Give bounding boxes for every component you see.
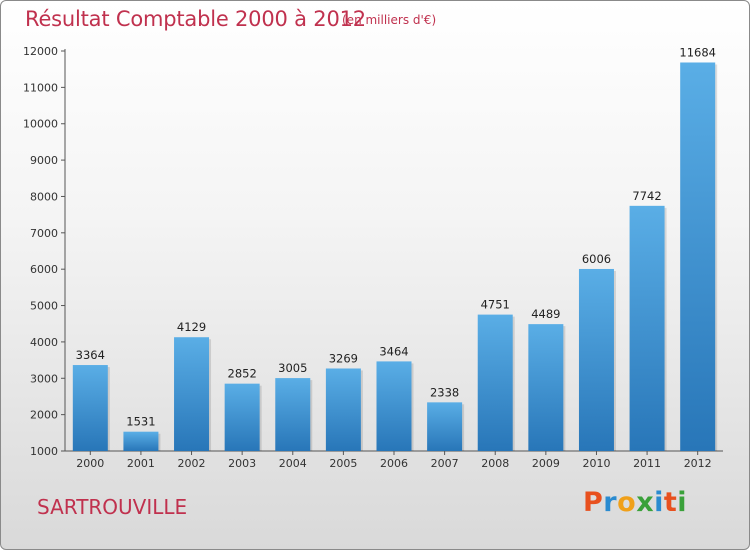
y-tick-label: 1000 [30, 445, 58, 458]
y-tick-label: 11000 [23, 81, 58, 94]
bar-value-label: 11684 [679, 45, 716, 59]
bar [174, 337, 210, 451]
x-tick-label: 2002 [178, 457, 206, 470]
bar-value-label: 3464 [379, 344, 408, 358]
city-name: SARTROUVILLE [37, 495, 188, 519]
y-tick-label: 6000 [30, 263, 58, 276]
chart-title: Résultat Comptable 2000 à 2012 [25, 7, 366, 31]
bar [376, 361, 412, 451]
chart-subtitle: (en milliers d'€) [342, 13, 437, 27]
x-tick-label: 2001 [127, 457, 155, 470]
bar [578, 268, 614, 451]
bar-value-label: 6006 [582, 252, 611, 266]
x-tick-label: 2003 [228, 457, 256, 470]
logo-letter: o [617, 487, 637, 518]
y-tick-label: 4000 [30, 336, 58, 349]
bar-value-label: 1531 [126, 415, 155, 429]
x-tick-label: 2010 [582, 457, 610, 470]
logo-letter: x [636, 487, 655, 518]
y-tick-label: 12000 [23, 45, 58, 58]
bar [123, 431, 159, 451]
bar-value-label: 4751 [481, 298, 510, 312]
y-tick-label: 5000 [30, 300, 58, 313]
x-tick-label: 2007 [431, 457, 459, 470]
bar-value-label: 3005 [278, 361, 307, 375]
y-tick-label: 9000 [30, 154, 58, 167]
bar-value-label: 4489 [531, 307, 560, 321]
bar [528, 324, 564, 451]
logo-letter: r [603, 487, 618, 518]
x-tick-label: 2011 [633, 457, 661, 470]
y-tick-label: 8000 [30, 190, 58, 203]
x-tick-label: 2008 [481, 457, 509, 470]
logo-letter: i [654, 487, 664, 518]
x-tick-label: 2005 [329, 457, 357, 470]
bar-value-label: 2852 [228, 367, 257, 381]
x-tick-label: 2004 [279, 457, 307, 470]
y-tick-label: 2000 [30, 409, 58, 422]
bar-value-label: 3269 [329, 351, 358, 365]
y-tick-label: 10000 [23, 118, 58, 131]
bar-value-label: 3364 [76, 348, 105, 362]
bar [72, 365, 108, 451]
bar [680, 62, 716, 452]
x-tick-label: 2006 [380, 457, 408, 470]
proxiti-logo: Proxiti [583, 487, 687, 518]
bar [275, 378, 311, 451]
bar [325, 368, 361, 451]
bar-value-label: 7742 [632, 189, 661, 203]
bar [477, 314, 513, 451]
logo-letter: i [677, 487, 688, 518]
logo-letter: t [663, 487, 678, 518]
bar-value-label: 2338 [430, 385, 459, 399]
bar [427, 402, 463, 451]
y-tick-label: 3000 [30, 372, 58, 385]
x-tick-label: 2009 [532, 457, 560, 470]
logo-letter: P [583, 487, 604, 518]
x-tick-label: 2012 [684, 457, 712, 470]
x-tick-label: 2000 [76, 457, 104, 470]
bar-value-label: 4129 [177, 320, 206, 334]
y-tick-label: 7000 [30, 227, 58, 240]
bar [224, 383, 260, 451]
bar [629, 205, 665, 451]
